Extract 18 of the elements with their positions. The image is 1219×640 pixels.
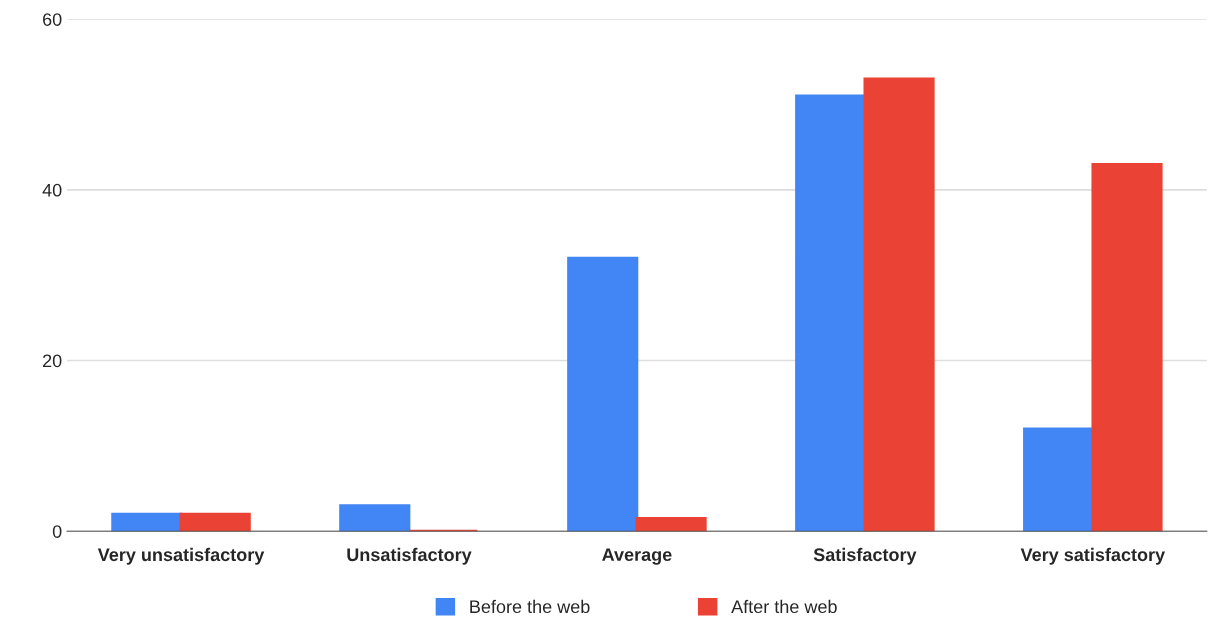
bar (339, 504, 411, 532)
y-tick-label: 60 (43, 13, 62, 26)
x-tick-label: Very unsatisfactory (97, 547, 265, 565)
x-tick-label: Unsatisfactory (347, 547, 472, 565)
bar (179, 512, 251, 532)
y-tick-label: 40 (42, 183, 62, 197)
bar (635, 517, 707, 532)
y-tick-label: 0 (52, 525, 62, 538)
legend-label: After the web (731, 599, 837, 614)
x-tick-label: Average (602, 548, 672, 565)
bar (863, 77, 935, 532)
bar (1091, 162, 1163, 532)
legend-label: Before the web (470, 599, 590, 614)
bar (111, 512, 183, 532)
x-tick-label: Satisfactory (813, 547, 917, 565)
x-tick-label: Very satisfactory (1020, 547, 1166, 565)
y-tick-label: 20 (43, 354, 62, 368)
bar (567, 256, 639, 532)
